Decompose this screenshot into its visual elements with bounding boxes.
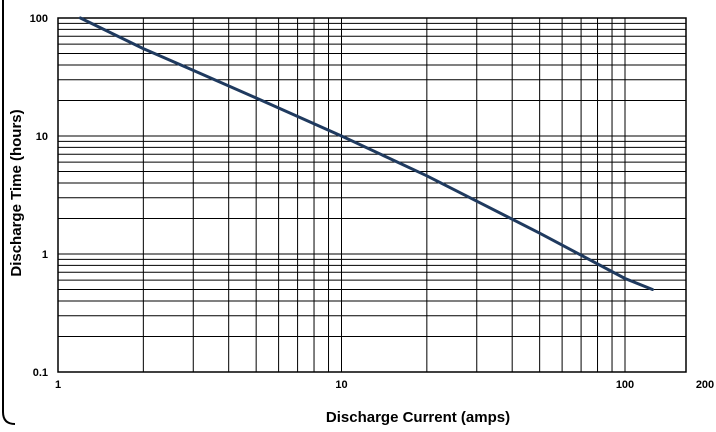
y-tick-label: 1	[42, 249, 48, 261]
series-line	[78, 16, 654, 291]
plot-border	[57, 17, 687, 373]
x-tick-label: 1	[55, 379, 61, 391]
x-axis-label: Discharge Current (amps)	[326, 409, 510, 426]
y-tick-label: 100	[30, 13, 48, 25]
x-tick-label: 100	[616, 379, 634, 391]
y-tick-label: 0.1	[33, 367, 48, 379]
grid	[57, 17, 687, 373]
frame-border	[2, 0, 16, 425]
tick-labels: 1 10 100 200 0.1 1 10 100	[30, 13, 715, 391]
series-layer	[78, 16, 654, 291]
y-axis-label: Discharge Time (hours)	[8, 109, 25, 276]
x-tick-label: 10	[335, 379, 347, 391]
x-tick-label: 200	[696, 379, 714, 391]
y-tick-label: 10	[36, 131, 48, 143]
